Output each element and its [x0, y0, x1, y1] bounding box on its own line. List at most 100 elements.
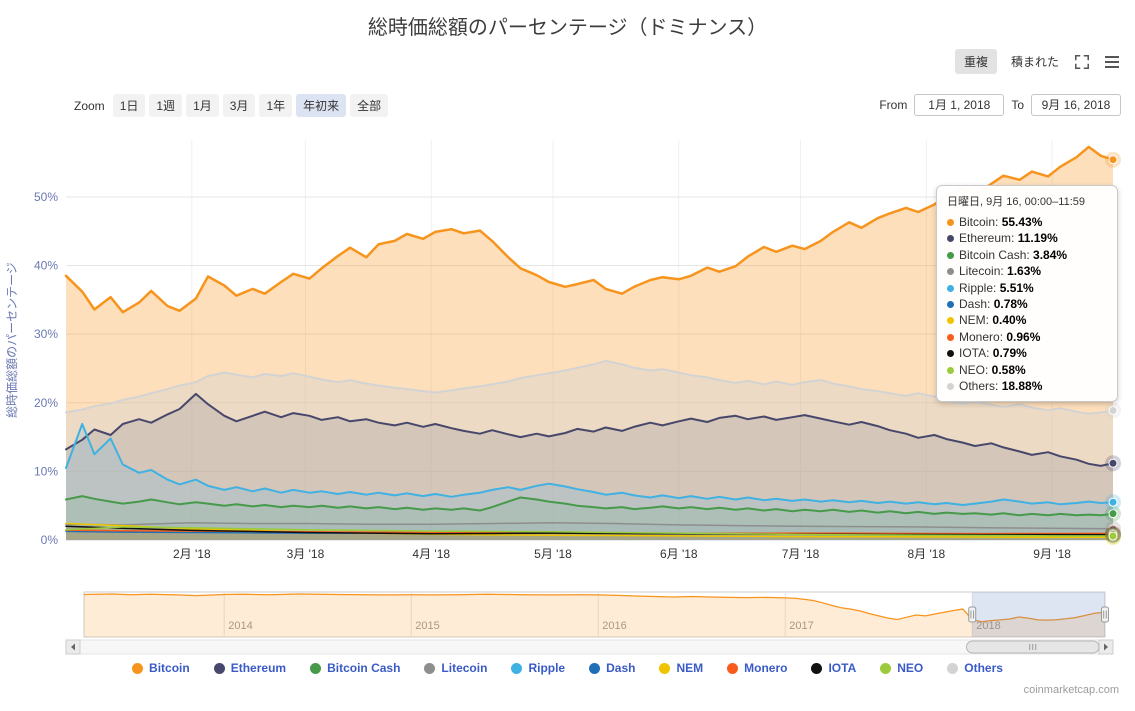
legend-item-litecoin[interactable]: Litecoin: [424, 661, 487, 675]
last-point-marker-bitcoin-cash[interactable]: [1108, 509, 1118, 519]
series-line-bitcoin-cash[interactable]: [65, 495, 1114, 517]
legend-item-monero[interactable]: Monero: [727, 661, 787, 675]
tooltip-series-dot: [947, 383, 954, 391]
zoom-button-1-[interactable]: 1週: [149, 94, 183, 117]
overlap-button[interactable]: 重複: [954, 49, 997, 74]
last-point-marker-bitcoin[interactable]: [1108, 155, 1118, 165]
series-line-litecoin[interactable]: [65, 522, 1114, 530]
tooltip-item-ethereum: Ethereum: 11.19%: [947, 230, 1107, 246]
legend-dot: [511, 662, 523, 674]
last-point-marker-ripple[interactable]: [1108, 497, 1118, 507]
zoom-button-1-[interactable]: 1年: [259, 94, 293, 117]
navigator-year-label: 2018: [976, 620, 1000, 632]
series-line-ethereum[interactable]: [65, 392, 1114, 467]
legend-label: Bitcoin Cash: [327, 661, 401, 675]
tooltip-item-dash: Dash: 0.78%: [947, 296, 1107, 312]
legend-item-bitcoin-cash[interactable]: Bitcoin Cash: [310, 661, 400, 675]
navigator-handle-left[interactable]: [968, 606, 977, 623]
view-controls: 重複 積まれた: [954, 49, 1121, 74]
stacked-button[interactable]: 積まれた: [1010, 55, 1059, 69]
last-point-marker-neo[interactable]: [1108, 531, 1118, 541]
tooltip-series-dot: [947, 284, 954, 292]
legend-label: Bitcoin: [149, 661, 190, 675]
series-markers: [1105, 151, 1121, 546]
zoom-buttons: 1日 1週 1月 3月 1年 年初来 全部: [112, 94, 389, 117]
legend-label: Monero: [744, 661, 788, 675]
legend-item-bitcoin[interactable]: Bitcoin: [132, 661, 190, 675]
tooltip-title: 日曜日, 9月 16, 00:00–11:59: [947, 196, 1085, 208]
legend-label: Dash: [606, 661, 636, 675]
scrollbar-track[interactable]: [65, 639, 1114, 655]
series-line-ripple[interactable]: [65, 423, 1114, 506]
x-axis-label: 4月 '18: [412, 547, 450, 561]
tooltip-series-dot: [947, 333, 954, 341]
legend-item-others[interactable]: Others: [947, 661, 1003, 675]
series-line-nem[interactable]: [65, 522, 1114, 539]
to-label: To: [1011, 98, 1024, 112]
legend-dot: [727, 662, 739, 674]
y-axis-title: 総時価総額のパーセンテージ: [5, 262, 19, 418]
scrollbar-left-arrow-icon: [71, 643, 75, 651]
zoom-button-1-[interactable]: 1日: [112, 94, 146, 117]
legend-dot: [132, 662, 144, 674]
y-axis-label: 10%: [34, 464, 58, 478]
legend-label: IOTA: [828, 661, 857, 675]
legend-item-ripple[interactable]: Ripple: [511, 661, 565, 675]
legend-dot: [589, 662, 601, 674]
legend-label: NEM: [676, 661, 704, 675]
series-area-nem: [66, 523, 1113, 540]
tooltip-rows: Bitcoin: 55.43% Ethereum: 11.19% Bitcoin C…: [947, 214, 1107, 394]
tooltip-item-bitcoin: Bitcoin: 55.43%: [947, 214, 1107, 230]
tooltip-item-ripple: Ripple: 5.51%: [947, 280, 1107, 296]
menu-icon[interactable]: [1103, 53, 1121, 71]
tooltip-series-dot: [947, 268, 954, 276]
tooltip-series-dot: [947, 301, 954, 309]
legend-item-nem[interactable]: NEM: [659, 661, 703, 675]
legend-dot: [659, 662, 671, 674]
last-point-marker-others[interactable]: [1108, 405, 1118, 415]
zoom-button--[interactable]: 年初来: [296, 94, 347, 117]
legend-dot: [947, 662, 959, 674]
from-label: From: [879, 98, 908, 112]
series-area-others: [66, 360, 1113, 540]
x-axis-label: 6月 '18: [660, 547, 698, 561]
navigator-selected-range[interactable]: [972, 592, 1105, 637]
legend-item-neo[interactable]: NEO: [880, 661, 923, 675]
navigator-handle-right[interactable]: [1101, 606, 1109, 623]
date-range-controls: From 1月 1, 2018 To 9月 16, 2018: [879, 94, 1121, 116]
x-axis-label: 5月 '18: [534, 547, 572, 561]
legend-label: Litecoin: [441, 661, 488, 675]
y-axis-label: 40%: [34, 259, 58, 273]
tooltip-series-dot: [947, 251, 954, 259]
series-area-ethereum: [66, 393, 1113, 540]
zoom-button-3-[interactable]: 3月: [222, 94, 256, 117]
to-date-input[interactable]: 9月 16, 2018: [1031, 94, 1121, 116]
tooltip-series-dot: [947, 317, 954, 325]
zoom-button-1-[interactable]: 1月: [186, 94, 219, 117]
legend-item-dash[interactable]: Dash: [589, 661, 635, 675]
series-area-bitcoin: [66, 146, 1113, 540]
tooltip-item-nem: NEM: 0.40%: [947, 312, 1107, 328]
page-title: 総時価総額のパーセンテージ（ドミナンス）: [367, 17, 768, 39]
legend-item-iota[interactable]: IOTA: [811, 661, 856, 675]
x-axis-label: 3月 '18: [287, 547, 325, 561]
last-point-marker-ethereum[interactable]: [1108, 458, 1118, 468]
y-axis-label: 20%: [34, 396, 58, 410]
legend-item-ethereum[interactable]: Ethereum: [213, 661, 286, 675]
navigator-year-label: 2014: [228, 620, 252, 632]
tooltip-series-dot: [947, 350, 954, 358]
tooltip-series-dot: [947, 219, 954, 226]
series-line-neo[interactable]: [65, 526, 1114, 537]
y-axis-label: 50%: [34, 190, 58, 204]
x-axis-label: 8月 '18: [907, 547, 945, 561]
scrollbar-right-arrow-icon: [1104, 643, 1108, 651]
legend-label: NEO: [897, 661, 924, 675]
zoom-controls: Zoom 1日 1週 1月 3月 1年 年初来 全部: [74, 94, 389, 117]
x-axis-label: 7月 '18: [782, 547, 820, 561]
tooltip-item-bitcoin-cash: Bitcoin Cash: 3.84%: [947, 247, 1107, 263]
zoom-button--[interactable]: 全部: [350, 94, 389, 117]
fullscreen-icon[interactable]: [1073, 53, 1091, 71]
legend-dot: [310, 662, 322, 674]
from-date-input[interactable]: 1月 1, 2018: [914, 94, 1005, 116]
